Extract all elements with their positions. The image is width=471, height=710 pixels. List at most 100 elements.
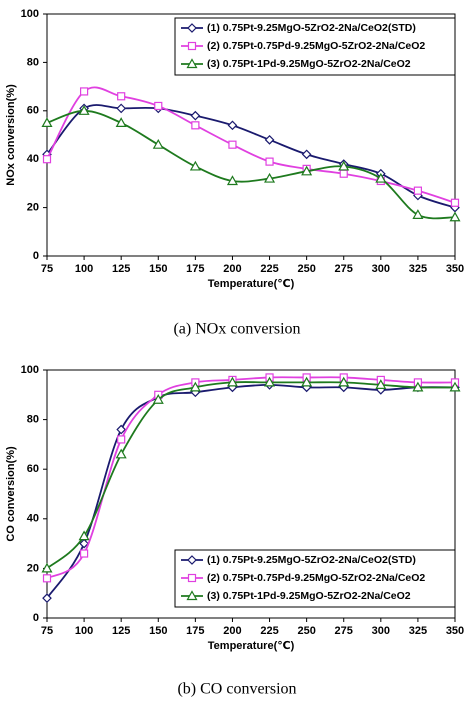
marker <box>117 92 126 101</box>
y-tick-label: 80 <box>27 56 39 68</box>
x-tick-label: 125 <box>112 263 130 275</box>
legend-marker <box>186 590 198 601</box>
marker <box>79 538 89 549</box>
marker <box>413 186 423 195</box>
marker <box>41 562 53 573</box>
marker <box>78 105 90 115</box>
marker <box>226 175 238 186</box>
marker <box>228 140 237 149</box>
marker <box>152 138 164 149</box>
y-tick-label: 80 <box>27 414 39 426</box>
x-tick-label: 200 <box>223 263 241 275</box>
y-tick-label: 40 <box>27 513 39 525</box>
marker <box>301 165 313 176</box>
legend-label: (1) 0.75Pt-9.25MgO-5ZrO2-2Na/CeO2(STD) <box>207 22 416 34</box>
marker <box>375 172 387 183</box>
marker <box>79 549 89 558</box>
marker <box>78 530 90 541</box>
marker <box>79 87 89 96</box>
y-axis-label: CO conversion(%) <box>5 446 17 542</box>
marker <box>115 117 127 128</box>
x-tick-label: 350 <box>446 263 464 275</box>
marker <box>115 448 127 459</box>
legend-box <box>174 549 456 608</box>
caption: (b) CO conversion <box>177 681 296 698</box>
marker <box>227 120 238 131</box>
series-line <box>46 86 456 204</box>
legend-label: (3) 0.75Pt-1Pd-9.25MgO-5ZrO2-2Na/CeO2 <box>207 590 411 602</box>
marker <box>264 172 276 183</box>
y-tick-label: 60 <box>27 105 39 117</box>
series-line <box>46 376 456 580</box>
legend-label: (2) 0.75Pt-0.75Pd-9.25MgO-5ZrO2-2Na/CeO2 <box>207 40 425 52</box>
marker <box>338 160 350 171</box>
marker <box>42 593 52 604</box>
x-tick-label: 75 <box>41 625 53 637</box>
x-tick-label: 200 <box>223 625 241 637</box>
marker <box>191 121 200 130</box>
x-tick-label: 325 <box>409 625 427 637</box>
marker <box>116 103 127 114</box>
marker <box>42 155 52 164</box>
marker <box>265 157 274 166</box>
x-tick-label: 350 <box>446 625 464 637</box>
x-tick-label: 125 <box>112 625 130 637</box>
marker <box>301 149 312 160</box>
x-tick-label: 100 <box>75 263 93 275</box>
legend-marker <box>187 555 197 565</box>
marker <box>117 435 126 444</box>
y-tick-label: 20 <box>27 562 39 574</box>
marker <box>339 169 348 178</box>
series-line <box>46 109 456 220</box>
legend-marker <box>186 58 198 69</box>
x-tick-label: 300 <box>372 625 390 637</box>
marker <box>449 211 461 222</box>
y-tick-label: 0 <box>33 250 39 262</box>
marker <box>226 376 238 387</box>
x-tick-label: 300 <box>372 263 390 275</box>
marker <box>264 376 276 387</box>
y-axis-label: NOx conversion(%) <box>5 84 17 186</box>
y-tick-label: 20 <box>27 202 39 214</box>
x-tick-label: 75 <box>41 263 53 275</box>
x-tick-label: 150 <box>149 263 167 275</box>
legend-marker <box>187 573 197 583</box>
caption: (a) NOx conversion <box>173 321 300 338</box>
x-tick-label: 150 <box>149 625 167 637</box>
marker <box>449 381 461 392</box>
x-axis-label: Temperature(℃) <box>208 640 295 652</box>
marker <box>450 198 460 207</box>
x-tick-label: 225 <box>260 625 278 637</box>
marker <box>412 209 424 219</box>
x-tick-label: 250 <box>297 263 315 275</box>
marker <box>189 160 201 171</box>
marker <box>42 574 52 583</box>
marker <box>264 134 275 145</box>
y-tick-label: 60 <box>27 463 39 475</box>
x-tick-label: 175 <box>186 263 204 275</box>
marker <box>375 379 387 389</box>
legend-label: (1) 0.75Pt-9.25MgO-5ZrO2-2Na/CeO2(STD) <box>207 554 416 566</box>
marker <box>152 394 164 404</box>
plot-area <box>46 369 456 619</box>
marker <box>154 101 163 111</box>
y-tick-label: 0 <box>33 612 39 624</box>
marker <box>41 117 53 128</box>
marker <box>190 110 201 121</box>
x-tick-label: 225 <box>260 263 278 275</box>
marker <box>116 424 127 435</box>
plot-area <box>46 13 456 257</box>
x-tick-label: 100 <box>75 625 93 637</box>
y-tick-label: 40 <box>27 153 39 165</box>
legend-box <box>174 17 456 76</box>
legend-marker <box>187 23 197 33</box>
x-tick-label: 250 <box>297 625 315 637</box>
y-tick-label: 100 <box>21 8 39 20</box>
x-tick-label: 275 <box>335 625 353 637</box>
marker <box>338 376 350 387</box>
legend-label: (3) 0.75Pt-1Pd-9.25MgO-5ZrO2-2Na/CeO2 <box>207 58 411 70</box>
y-tick-label: 100 <box>21 364 39 376</box>
legend-marker <box>187 41 197 51</box>
marker <box>412 381 424 392</box>
x-tick-label: 325 <box>409 263 427 275</box>
